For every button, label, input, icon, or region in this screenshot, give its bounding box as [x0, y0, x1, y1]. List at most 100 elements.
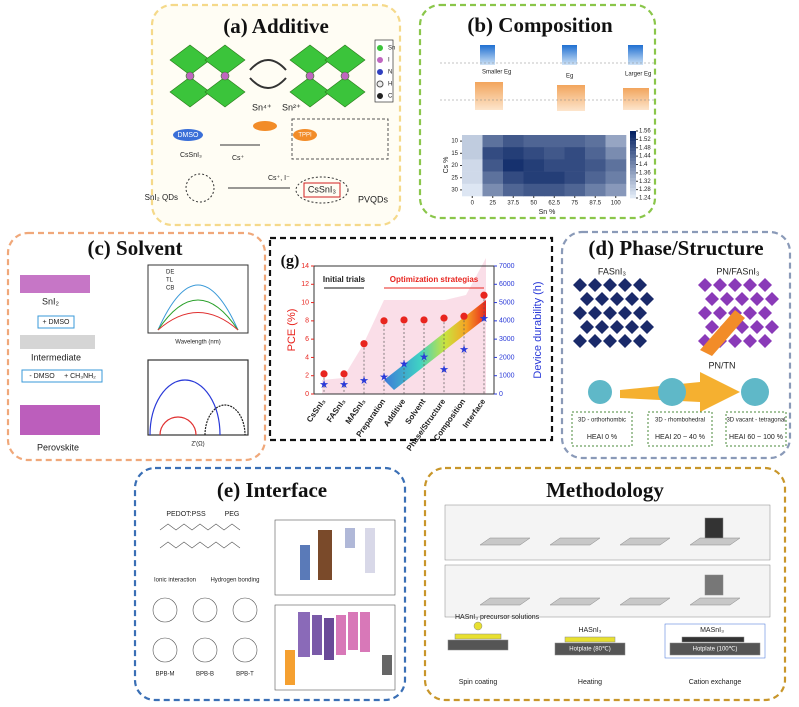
colorbar-step: [630, 147, 636, 152]
decoration: [274, 604, 396, 691]
decoration: [192, 597, 218, 623]
decoration: [725, 411, 787, 447]
decoration: [689, 537, 741, 546]
label: HEAI 60 ~ 100 %: [729, 434, 783, 441]
decoration: [669, 642, 761, 656]
decoration: [628, 45, 643, 65]
lattice-cell: [713, 278, 727, 292]
colorbar-step: [630, 161, 636, 165]
heat-cell: [462, 159, 483, 172]
colorbar-step: [630, 167, 636, 172]
decoration: [274, 519, 396, 596]
decoration: [454, 633, 502, 640]
decoration: [300, 545, 310, 580]
eis-plot: [147, 359, 249, 436]
decoration: [557, 85, 585, 111]
lattice-cell: [618, 334, 632, 348]
panel-title: (b) Composition: [467, 13, 613, 37]
heat-cell: [544, 171, 565, 185]
heat-cell: [544, 147, 565, 160]
label: Smaller Eg: [482, 70, 511, 76]
heat-cell: [482, 135, 504, 148]
y2-tick-label: 1000: [499, 373, 515, 380]
colorbar-label: 1.4: [639, 162, 648, 168]
label: FASnI₃: [598, 266, 627, 276]
colorbar-step: [630, 134, 636, 138]
panel-title: (c) Solvent: [87, 236, 182, 260]
x-tick-label: 50: [530, 201, 537, 207]
heat-cell: [564, 171, 586, 185]
arrow-band: [384, 300, 486, 390]
label: + CH₃NH₂: [64, 373, 96, 380]
label: HASnI₃ precursor solutions: [455, 614, 540, 621]
lattice-cell: [603, 306, 617, 320]
label: Perovskite: [37, 442, 79, 452]
colorbar-label: 1.36: [639, 170, 651, 176]
panel-title: (e) Interface: [217, 478, 327, 502]
heat-cell: [482, 159, 504, 172]
decoration: [305, 71, 315, 81]
x-tick-label: CsSnI₃: [305, 397, 328, 424]
decoration: [147, 264, 249, 334]
band-diagram: [440, 45, 655, 111]
lattice-cell: [625, 292, 639, 306]
structure-art: [20, 275, 100, 435]
decoration: [157, 312, 239, 331]
decoration: [664, 623, 766, 659]
y2-tick-label: 2000: [499, 354, 515, 361]
colorbar-step: [630, 131, 636, 135]
decoration: [423, 466, 787, 702]
lattice-cell: [633, 306, 647, 320]
decoration: [473, 621, 483, 631]
decoration: [285, 650, 295, 685]
legend-label: TL: [166, 278, 174, 284]
lattice-cell: [610, 292, 624, 306]
heat-cell: [503, 171, 524, 185]
label: BPB-T: [236, 672, 254, 678]
decoration: [204, 44, 246, 76]
data-point: [480, 291, 488, 299]
label: PN/TN: [709, 360, 736, 370]
group-label: Optimization strategias: [390, 275, 479, 284]
panel-label: (g): [281, 253, 300, 270]
decoration: [312, 615, 322, 655]
data-point: [320, 370, 328, 378]
heat-cell: [523, 171, 545, 185]
decoration: [150, 3, 402, 227]
data-point: ★: [439, 364, 449, 376]
lattice-cell: [743, 334, 757, 348]
label: Sn⁴⁺: [252, 102, 272, 112]
lattice-cell: [640, 320, 654, 334]
box: [303, 182, 341, 198]
legend-label: H: [388, 82, 392, 88]
colorbar-step: [630, 187, 636, 192]
colorbar-step: [630, 164, 636, 169]
label: SnI₂ QDs: [145, 193, 178, 202]
decoration: [192, 637, 218, 663]
decoration: [345, 528, 355, 548]
lattice-cell: [758, 334, 772, 348]
panel-title: (a) Additive: [223, 14, 329, 38]
y-tick-label: 14: [301, 263, 309, 270]
heat-cell: [585, 135, 606, 148]
legend-box: [374, 39, 394, 103]
decoration: [232, 637, 258, 663]
decoration: [377, 57, 383, 63]
lattice-cell: [618, 278, 632, 292]
y-tick-label: 25: [451, 175, 458, 181]
label: + DMSO: [42, 319, 70, 326]
label: BPB-M: [155, 672, 174, 678]
chart: 0 2 4 6 8 10 12 14 0 1000 2000 3000 4000 5000 6000 7000…: [286, 258, 544, 453]
label: PVQDs: [358, 194, 389, 204]
decoration: [159, 523, 241, 531]
heat-cell: [503, 183, 524, 197]
legend-label: DE: [166, 270, 174, 276]
decoration: [20, 335, 95, 349]
label: Larger Eg: [625, 72, 651, 78]
lattice-cell: [713, 306, 727, 320]
colorbar-step: [630, 141, 636, 145]
decoration: [479, 597, 531, 606]
heatmap: 0 25 37.5 50 62.5 75 87.5 100 10 15 20 25 30 1.24 1.28…: [451, 129, 651, 207]
cluster-art: [588, 378, 769, 406]
